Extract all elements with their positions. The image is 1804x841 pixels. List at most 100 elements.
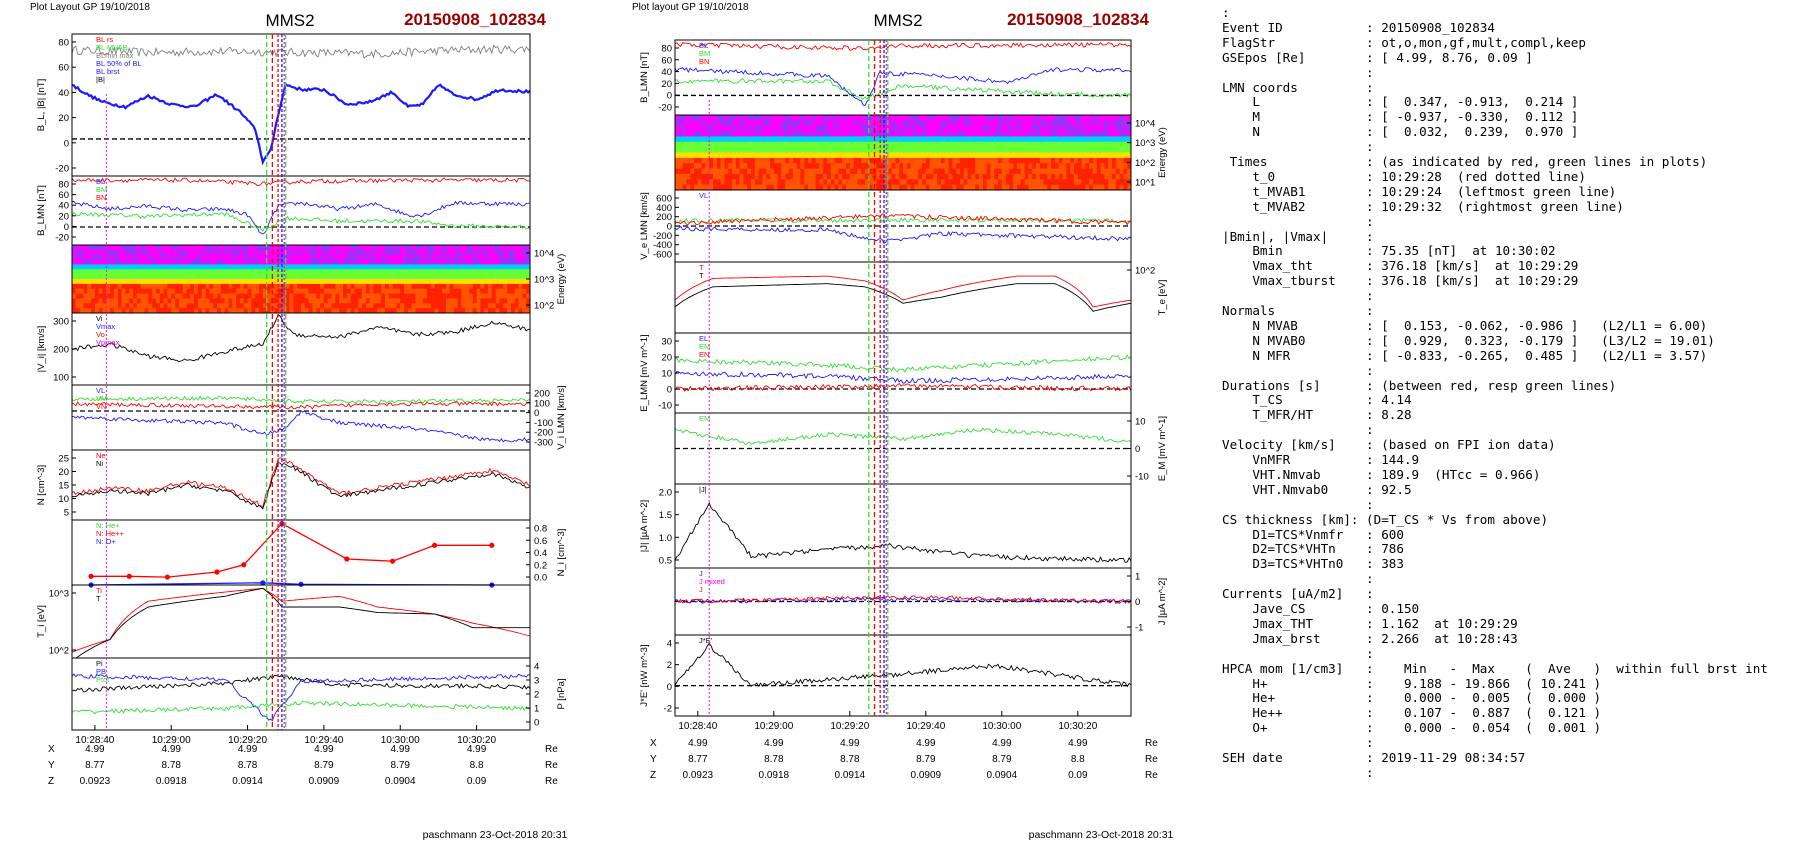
spectrogram-cell — [1119, 141, 1124, 148]
spectrogram-cell — [716, 147, 721, 153]
spectrogram-cell — [701, 173, 706, 180]
spectrogram-cell — [811, 115, 816, 121]
spectrogram-cell — [217, 274, 222, 280]
spectrogram-cell — [331, 308, 336, 314]
spectrogram-cell — [785, 115, 790, 121]
spectrogram-cell — [377, 303, 382, 309]
spectrogram-cell — [453, 303, 458, 309]
spectrogram-cell — [891, 184, 896, 191]
spectrogram-cell — [728, 141, 733, 148]
spectrogram-cell — [1104, 136, 1109, 143]
y-axis-label: E_M [mV m^-1] — [1157, 416, 1168, 481]
spectrogram-cell — [1020, 115, 1025, 121]
spectrogram-cell — [239, 264, 245, 270]
spectrogram-cell — [133, 308, 138, 314]
spectrogram-cell — [442, 274, 447, 280]
spectrogram-cell — [739, 147, 744, 153]
spectrogram-cell — [929, 184, 934, 191]
spectrogram-cell — [499, 264, 504, 270]
spectrogram-cell — [159, 254, 164, 260]
spectrogram-cell — [194, 254, 199, 260]
spectrogram-cell — [87, 249, 92, 256]
y-axis-label: J [µA m^-2] — [1157, 578, 1168, 625]
spectrogram-cell — [781, 168, 786, 175]
spectrogram-cell — [694, 179, 699, 186]
spectrogram-cell — [838, 120, 843, 127]
spectrogram-cell — [514, 288, 519, 294]
spectrogram-cell — [301, 254, 306, 260]
spectrogram-cell — [339, 245, 344, 251]
spectrogram-cell — [868, 168, 873, 175]
spectrogram-cell — [411, 293, 416, 299]
spectrogram-cell — [1058, 173, 1063, 180]
spectrogram-cell — [480, 303, 485, 309]
spectrogram-cell — [377, 269, 382, 275]
spectrogram-cell — [239, 279, 245, 285]
spectrogram-cell — [1089, 120, 1094, 127]
info-line: Vmax_tburst : 376.18 [km/s] at 10:29:29 — [1222, 273, 1579, 289]
spectrogram-cell — [301, 249, 306, 256]
position-value: 8.79 — [916, 754, 936, 765]
spectrogram-cell — [461, 308, 466, 314]
spectrogram-cell — [994, 157, 999, 164]
spectrogram-cell — [1070, 184, 1075, 191]
spectrogram-cell — [465, 298, 470, 304]
y-tick-label: 0 — [1135, 597, 1140, 608]
spectrogram-cell — [690, 152, 695, 159]
spectrogram-cell — [98, 254, 103, 260]
spectrogram-cell — [213, 283, 218, 290]
spectrogram-cell — [971, 125, 976, 132]
spectrogram-cell — [209, 279, 214, 285]
spectrogram-cell — [925, 163, 930, 169]
spectrogram-cell — [484, 269, 489, 275]
y-tick-label: 300 — [53, 317, 69, 328]
spectrogram-cell — [182, 259, 187, 265]
spectrogram-cell — [743, 163, 748, 169]
spectrogram-cell — [400, 279, 405, 285]
spectrogram-cell — [1047, 120, 1052, 127]
spectrogram-cell — [918, 115, 923, 121]
spectrogram-cell — [320, 274, 325, 280]
spectrogram-cell — [209, 303, 214, 309]
spectrogram-cell — [159, 269, 164, 275]
spectrogram-cell — [1024, 136, 1029, 143]
spectrogram-cell — [472, 249, 477, 256]
spectrogram-cell — [728, 163, 733, 169]
spectrogram-cell — [339, 298, 344, 304]
spectrogram-cell — [1020, 152, 1025, 159]
spectrogram-cell — [209, 249, 214, 256]
spectrogram-cell — [754, 168, 759, 175]
spectrogram-cell — [392, 303, 397, 309]
spectrogram-cell — [827, 152, 832, 159]
spectrogram-cell — [178, 245, 184, 251]
spectrogram-cell — [289, 249, 294, 256]
spectrogram-cell — [205, 264, 210, 270]
spectrogram-cell — [522, 303, 527, 309]
spectrogram-cell — [819, 184, 824, 191]
spectrogram-cell — [415, 303, 420, 309]
spectrogram-cell — [167, 308, 172, 314]
spectrogram-cell — [346, 245, 351, 251]
spectrogram-cell — [1112, 173, 1117, 180]
spectrogram-cell — [224, 308, 229, 314]
spectrogram-cell — [1058, 179, 1063, 186]
spectrogram-cell — [495, 293, 500, 299]
y-tick-label: 80 — [58, 38, 69, 49]
spectrogram-cell — [102, 298, 107, 304]
spectrogram-cell — [944, 173, 949, 180]
spectrogram-cell — [289, 269, 294, 275]
spectrogram-cell — [243, 245, 248, 251]
spectrogram-cell — [94, 269, 100, 275]
spectrogram-cell — [312, 293, 317, 299]
spectrogram-cell — [895, 131, 900, 137]
spectrogram-cell — [960, 136, 965, 143]
spectrogram-cell — [694, 125, 699, 132]
spectrogram-cell — [167, 274, 172, 280]
spectrogram-cell — [98, 288, 103, 294]
spectrogram-cell — [781, 115, 786, 121]
spectrogram-cell — [434, 254, 439, 260]
spectrogram-cell — [148, 288, 153, 294]
spectrogram-cell — [362, 274, 367, 280]
spectrogram-cell — [732, 184, 737, 191]
